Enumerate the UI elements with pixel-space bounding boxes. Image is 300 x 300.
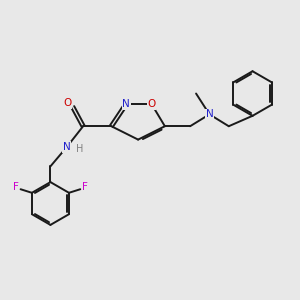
Text: N: N	[122, 99, 130, 109]
Text: O: O	[147, 99, 156, 109]
Text: H: H	[76, 143, 83, 154]
Text: F: F	[82, 182, 88, 193]
Text: F: F	[13, 182, 19, 193]
Text: N: N	[206, 109, 213, 119]
Text: O: O	[63, 98, 71, 108]
Text: N: N	[63, 142, 71, 152]
